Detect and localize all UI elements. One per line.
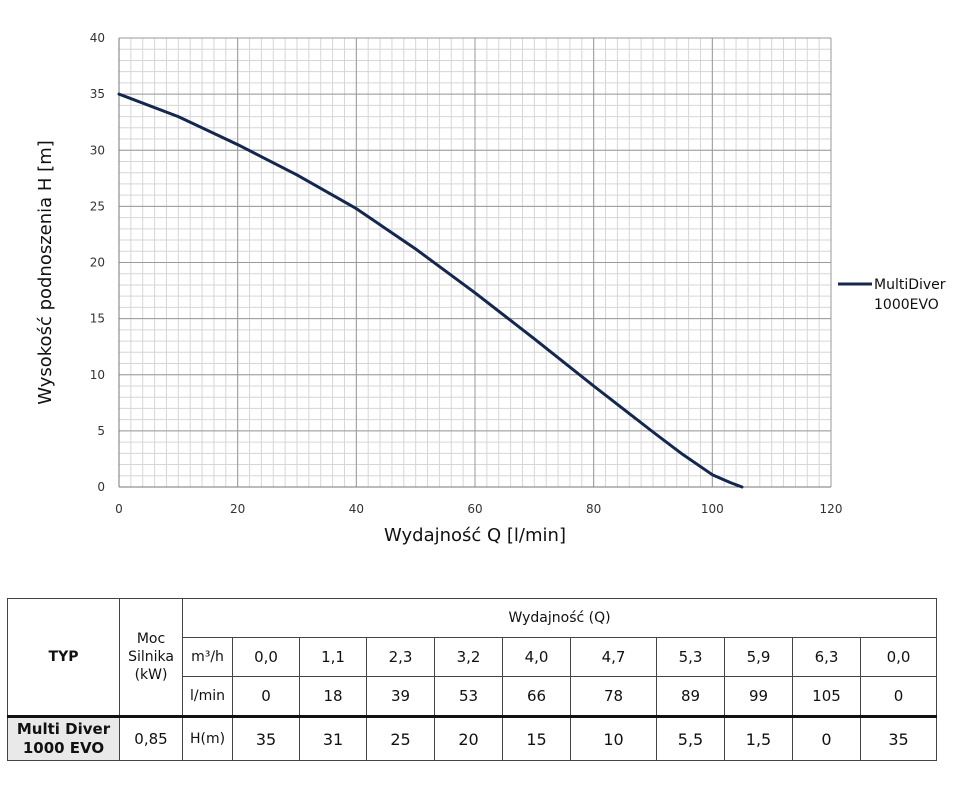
- y-tick-label: 35: [90, 87, 105, 101]
- x-tick-label: 20: [230, 502, 245, 516]
- chart-tick-labels: 0 20 40 60 80 100 120 0 5 10 15 20 25 30 35 40: [90, 31, 843, 516]
- unit-lmin: l/min: [182, 676, 233, 717]
- table-cell-head: 0: [792, 715, 861, 761]
- table-cell-lmin: 53: [434, 676, 503, 717]
- table-cell-head: 20: [434, 715, 503, 761]
- legend-label-line1: MultiDiver: [874, 277, 946, 293]
- y-tick-label: 15: [90, 312, 105, 326]
- table-row-m3h: m³/h 0,0 1,1 2,3 3,2 4,0 4,7 5,3 5,9 6,3 0,0: [8, 637, 938, 677]
- table-cell-lmin: 66: [502, 676, 571, 717]
- table-cell-head: 10: [570, 715, 657, 761]
- table-cell-m3h: 5,9: [724, 637, 793, 677]
- table-cell-lmin: 18: [299, 676, 367, 717]
- x-tick-label: 40: [349, 502, 364, 516]
- y-tick-label: 10: [90, 368, 105, 382]
- x-tick-label: 100: [701, 502, 724, 516]
- table-cell-lmin: 39: [366, 676, 435, 717]
- typ-header: TYP: [7, 598, 120, 717]
- table-cell-head: 5,5: [656, 715, 725, 761]
- y-tick-label: 40: [90, 31, 105, 45]
- table-cell-lmin: 89: [656, 676, 725, 717]
- unit-h: H(m): [182, 715, 233, 761]
- table-cell-m3h: 4,0: [502, 637, 571, 677]
- table-cell-head: 25: [366, 715, 435, 761]
- table-cell-m3h: 4,7: [570, 637, 657, 677]
- pump-curve-chart: 0 20 40 60 80 100 120 0 5 10 15 20 25 30 35 40 Wydajnoś…: [35, 31, 946, 546]
- y-tick-label: 30: [90, 143, 105, 157]
- x-tick-label: 80: [586, 502, 601, 516]
- table-cell-head: 1,5: [724, 715, 793, 761]
- chart-grid: [118, 37, 832, 488]
- x-tick-label: 60: [467, 502, 482, 516]
- table-cell-lmin: 0: [859, 676, 938, 717]
- y-tick-label: 25: [90, 199, 105, 213]
- table-cell-m3h: 0,0: [232, 637, 300, 677]
- chart-axes: [118, 38, 831, 488]
- table-cell-m3h: 1,1: [299, 637, 367, 677]
- x-tick-label: 0: [115, 502, 123, 516]
- chart-legend: MultiDiver 1000EVO: [838, 277, 946, 313]
- flow-header: Wydajność (Q): [181, 598, 938, 638]
- power-header: Moc Silnika (kW): [119, 598, 183, 717]
- table-cell-m3h: 5,3: [656, 637, 725, 677]
- y-tick-label: 0: [97, 480, 105, 494]
- x-axis-title: Wydajność Q [l/min]: [384, 525, 566, 546]
- legend-label-line2: 1000EVO: [874, 297, 939, 313]
- table-cell-head: 35: [232, 715, 300, 761]
- power-value: 0,85: [119, 715, 183, 761]
- table-cell-m3h: 6,3: [792, 637, 861, 677]
- y-axis-title: Wysokość podnoszenia H [m]: [35, 140, 56, 405]
- table-cell-lmin: 99: [724, 676, 793, 717]
- table-cell-lmin: 105: [792, 676, 861, 717]
- table-cell-lmin: 0: [232, 676, 300, 717]
- y-tick-label: 20: [90, 256, 105, 270]
- table-cell-lmin: 78: [570, 676, 657, 717]
- table-cell-m3h: 2,3: [366, 637, 435, 677]
- model-name: Multi Diver 1000 EVO: [7, 715, 120, 761]
- series-line-multidiver: [117, 92, 744, 489]
- spec-table: TYP Moc Silnika (kW) Wydajność (Q) m³/h …: [7, 598, 938, 761]
- table-cell-m3h: 0,0: [859, 637, 938, 677]
- table-row-model: Multi Diver 1000 EVO 0,85 H(m) 35 31 25 20 1…: [7, 715, 938, 761]
- table-row-lmin: l/min 0 18 39 53 66 78 89 99 105 0: [8, 676, 938, 717]
- table-header-row: TYP Moc Silnika (kW) Wydajność (Q): [7, 598, 938, 717]
- table-cell-head: 31: [299, 715, 367, 761]
- table-cell-m3h: 3,2: [434, 637, 503, 677]
- table-cell-head: 35: [859, 715, 938, 761]
- table-cell-head: 15: [502, 715, 571, 761]
- x-tick-label: 120: [820, 502, 843, 516]
- unit-m3h: m³/h: [182, 637, 233, 677]
- y-tick-label: 5: [97, 424, 105, 438]
